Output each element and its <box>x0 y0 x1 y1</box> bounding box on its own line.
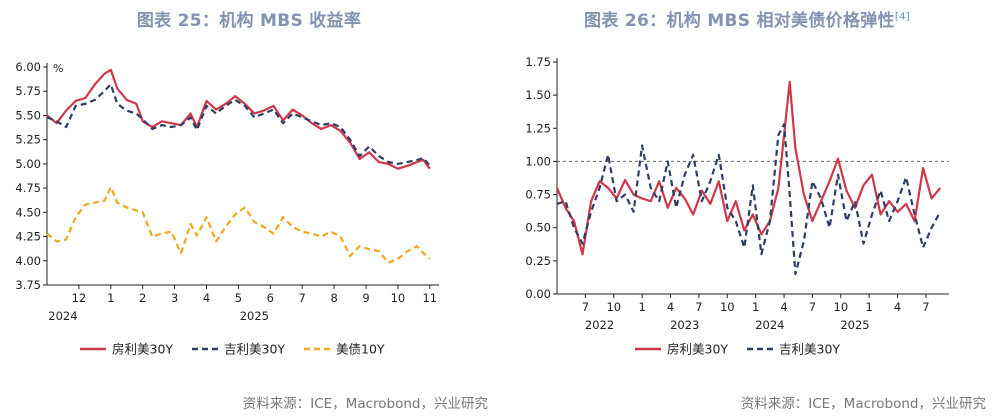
y-tick-label: 6.00 <box>15 60 41 74</box>
y-tick-label: 4.75 <box>15 181 41 195</box>
x-tick-label: 4 <box>780 300 787 314</box>
x-tick-label: 1 <box>752 300 759 314</box>
y-tick-label: 4.25 <box>15 230 41 244</box>
chart-title-25: 图表 25：机构 MBS 收益率 <box>136 11 362 31</box>
chart-panel-mbs-elasticity: 图表 26：机构 MBS 相对美债价格弹性[4] 1.75 1.50 1.25 1.0… <box>498 0 996 417</box>
x-tick-label: 7 <box>922 300 929 314</box>
chart-panel-mbs-yield: 图表 25：机构 MBS 收益率 6.00 5.75 5.50 5.25 5.00 4.7… <box>15 11 488 412</box>
y-tick-label: 5.50 <box>15 108 41 122</box>
series-line-2 <box>46 83 431 167</box>
x-tick-label: 4 <box>203 291 210 305</box>
chart-mbs-yield-svg: 6.00 5.75 5.50 5.25 5.00 4.75 4.50 4.25 4.00 3.75… <box>15 60 439 357</box>
legend-label-1: 房利美30Y <box>667 342 728 357</box>
y-tick-label: 5.25 <box>15 133 41 147</box>
y-axis-unit: % <box>53 62 63 75</box>
y-tick-label: 4.50 <box>15 205 41 219</box>
x-tick-label: 7 <box>582 300 589 314</box>
y-tick-label: 4.00 <box>15 254 41 268</box>
y-tick-label: 0.00 <box>525 287 551 301</box>
legend-label-1: 房利美30Y <box>112 342 173 357</box>
x-tick-label: 10 <box>834 300 849 314</box>
x-tick-label: 1 <box>866 300 873 314</box>
x-year-label: 2025 <box>240 309 269 323</box>
x-tick-label: 1 <box>638 300 645 314</box>
x-tick-label: 2 <box>139 291 146 305</box>
x-tick-label: 11 <box>422 291 437 305</box>
y-tick-label: 0.75 <box>525 188 551 202</box>
x-tick-label: 12 <box>72 291 87 305</box>
x-year-label: 2024 <box>48 309 77 323</box>
y-tick-label: 1.50 <box>525 88 551 102</box>
x-tick-label: 7 <box>695 300 702 314</box>
legend-label-2: 吉利美30Y <box>224 342 285 357</box>
chart-source-25: 资料来源：ICE，Macrobond，兴业研究 <box>242 396 488 412</box>
x-year-label: 2024 <box>755 318 784 332</box>
x-tick-label: 4 <box>667 300 674 314</box>
x-tick-label: 10 <box>391 291 406 305</box>
chart-title-26: 图表 26：机构 MBS 相对美债价格弹性[4] <box>584 11 910 31</box>
x-tick-label: 3 <box>171 291 178 305</box>
y-tick-label: 1.75 <box>525 55 551 69</box>
x-tick-label: 6 <box>267 291 274 305</box>
chart-mbs-elasticity-svg: 1.75 1.50 1.25 1.00 0.75 0.50 0.25 0.00 7 10 1 4 7 10… <box>525 55 949 357</box>
y-tick-label: 5.00 <box>15 157 41 171</box>
y-tick-label: 1.25 <box>525 121 551 135</box>
x-tick-label: 7 <box>299 291 306 305</box>
y-tick-label: 1.00 <box>525 154 551 168</box>
chart-source-26: 资料来源：ICE，Macrobond，兴业研究 <box>740 396 986 412</box>
y-tick-label: 0.50 <box>525 221 551 235</box>
x-tick-label: 10 <box>720 300 735 314</box>
y-tick-label: 5.75 <box>15 84 41 98</box>
x-tick-label: 4 <box>894 300 901 314</box>
y-tick-label: 0.25 <box>525 254 551 268</box>
x-tick-label: 8 <box>330 291 337 305</box>
x-tick-label: 5 <box>235 291 242 305</box>
x-tick-label: 1 <box>107 291 114 305</box>
x-tick-label: 9 <box>362 291 369 305</box>
series-line-3 <box>46 186 431 264</box>
legend-label-2: 吉利美30Y <box>779 342 840 357</box>
x-tick-label: 10 <box>606 300 621 314</box>
series-line-2 <box>556 123 942 276</box>
x-year-label: 2022 <box>585 318 614 332</box>
footnote-ref[interactable]: [4] <box>894 11 910 23</box>
x-year-label: 2025 <box>840 318 869 332</box>
legend-label-3: 美债10Y <box>336 342 385 357</box>
x-year-label: 2023 <box>670 318 699 332</box>
x-tick-label: 7 <box>809 300 816 314</box>
series-line-1 <box>555 80 942 256</box>
series-line-1 <box>46 68 431 170</box>
y-tick-label: 3.75 <box>15 278 41 292</box>
